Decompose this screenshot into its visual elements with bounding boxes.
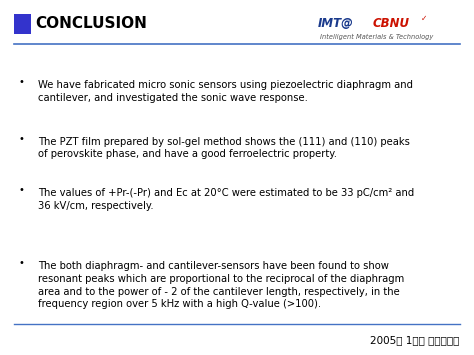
Text: CONCLUSION: CONCLUSION	[36, 16, 147, 31]
Text: •: •	[19, 258, 25, 268]
Text: The PZT film prepared by sol-gel method shows the (111) and (110) peaks
of perov: The PZT film prepared by sol-gel method …	[38, 137, 410, 159]
Text: IMT@: IMT@	[318, 17, 354, 30]
Text: The both diaphragm- and cantilever-sensors have been found to show
resonant peak: The both diaphragm- and cantilever-senso…	[38, 261, 404, 309]
Text: We have fabricated micro sonic sensors using piezoelectric diaphragm and
cantile: We have fabricated micro sonic sensors u…	[38, 80, 413, 103]
Text: •: •	[19, 185, 25, 195]
Text: 2005년 1학기 논문세미나: 2005년 1학기 논문세미나	[370, 335, 460, 345]
Text: The values of +Pr-(-Pr) and Ec at 20°C were estimated to be 33 pC/cm² and
36 kV/: The values of +Pr-(-Pr) and Ec at 20°C w…	[38, 188, 414, 211]
Text: Intelligent Materials & Technology: Intelligent Materials & Technology	[320, 34, 433, 40]
Text: ✓: ✓	[421, 14, 427, 23]
Text: •: •	[19, 77, 25, 87]
FancyBboxPatch shape	[14, 14, 31, 34]
Text: •: •	[19, 134, 25, 144]
Text: CBNU: CBNU	[372, 17, 409, 30]
